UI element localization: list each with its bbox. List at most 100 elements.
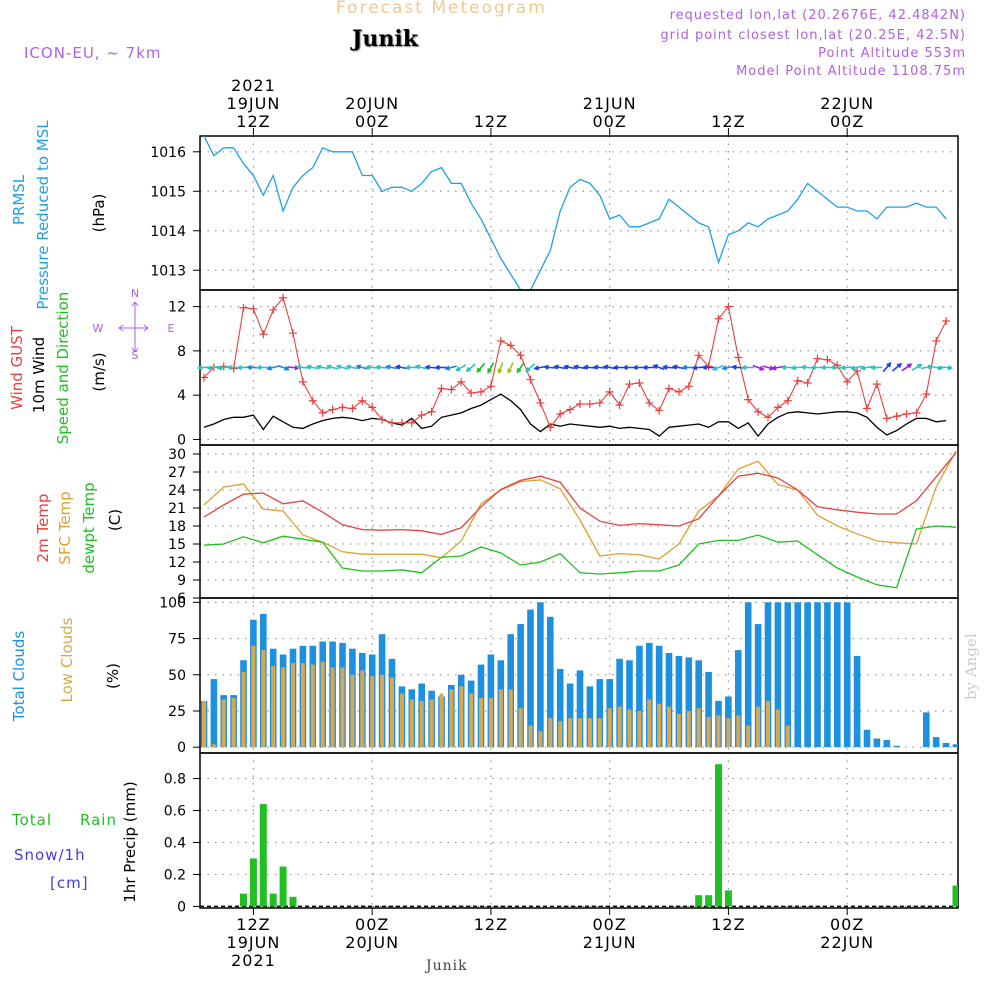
precip-axis-labels: Total Rain Snow/1h [cm] 1hr Precip (mm) [11, 781, 139, 902]
y-tick-label: 0.2 [164, 867, 186, 883]
wind-direction-arrow [681, 364, 695, 371]
bottom-time-label: 12Z [236, 915, 270, 934]
temp-label-sfc: SFC Temp [56, 491, 74, 564]
meteogram-title: Forecast Meteogram [336, 0, 547, 18]
low-cloud-bar [736, 715, 741, 748]
gust-marker [249, 304, 258, 313]
wind-unit-label: (m/s) [90, 352, 108, 391]
gust-marker [655, 406, 664, 415]
y-tick-label: 4 [177, 388, 186, 404]
compass-n: N [131, 287, 139, 300]
wind-direction-arrow [374, 364, 388, 370]
total-cloud-bar [843, 602, 851, 748]
wind-direction-arrow [563, 364, 576, 370]
low-cloud-bar [627, 709, 632, 748]
low-cloud-bar [399, 693, 404, 748]
wind-direction-arrow [455, 364, 467, 372]
wind-direction-arrow [661, 364, 675, 370]
bottom-time-label: 00Z [355, 915, 389, 934]
total-cloud-bar [764, 602, 772, 748]
wind-direction-arrow [277, 364, 290, 371]
wind-direction-arrow [671, 364, 685, 370]
gust-marker [279, 293, 288, 302]
y-tick-label: 12 [168, 555, 186, 571]
footer-station-name: Junik [426, 958, 468, 974]
total-cloud-bar [804, 602, 811, 748]
low-cloud-bar [578, 718, 582, 748]
wind-direction-arrow [516, 362, 525, 374]
wind-direction-arrow [335, 364, 349, 370]
point-altitude: Point Altitude 553m [818, 46, 966, 61]
gust-marker [932, 336, 941, 345]
pressure-line [203, 136, 947, 290]
requested-coordinates: requested lon,lat (20.2676E, 42.4842N) [669, 8, 966, 23]
gust-marker [387, 418, 396, 427]
bottom-time-label: 20JUN [345, 933, 399, 952]
wind-label-10m: 10m Wind [30, 337, 48, 413]
total-cloud-bar [754, 624, 762, 748]
rain-bar [279, 866, 287, 907]
gust-marker [754, 407, 763, 416]
panel-temperature: 6 9 12 15 18 21 24 27 30 2m Temp SFC Temp dewpt Tem… [34, 444, 959, 607]
gust-marker [328, 405, 337, 414]
y-tick-label: 100 [159, 595, 186, 611]
wind-direction-arrow [859, 365, 873, 371]
wind-direction-arrow [930, 365, 944, 371]
y-tick-label: 75 [168, 632, 186, 648]
low-cloud-bar [291, 663, 295, 748]
top-time-label: 22JUN [820, 94, 874, 113]
y-tick-label: 30 [168, 447, 186, 463]
low-cloud-bar [548, 718, 553, 748]
low-cloud-bar [231, 698, 236, 748]
temperature-axis-labels: 2m Temp SFC Temp dewpt Temp (C) [34, 482, 124, 573]
wind-speed-line [203, 393, 947, 438]
bottom-time-label: 22JUN [820, 933, 874, 952]
total-cloud-bar [744, 602, 752, 748]
wind-direction-arrow [711, 364, 724, 371]
low-cloud-bar [251, 645, 256, 748]
low-cloud-bar [647, 699, 652, 748]
precip-unit-label: 1hr Precip (mm) [121, 781, 139, 902]
gust-marker [773, 403, 782, 412]
wind-direction-arrow [256, 364, 269, 371]
rain-bar [695, 895, 703, 907]
wind-direction-arrow [701, 364, 715, 371]
low-cloud-bar [429, 699, 434, 748]
top-time-label: 21JUN [583, 94, 637, 113]
bottom-time-label: 00Z [830, 915, 864, 934]
low-cloud-bar [617, 706, 622, 748]
low-cloud-bar [488, 698, 493, 748]
model-label: ICON-EU, ~ 7km [24, 44, 162, 62]
low-cloud-bar [330, 667, 335, 748]
total-cloud-bar [873, 738, 881, 748]
wind-direction-arrow [592, 364, 606, 370]
low-cloud-bar [528, 725, 533, 748]
wind-direction-arrow [524, 363, 536, 373]
y-tick-label: 24 [168, 483, 186, 499]
total-cloud-bar [596, 679, 604, 748]
wind-direction-arrow [642, 364, 655, 371]
low-cloud-bar [281, 667, 286, 748]
low-cloud-bar [756, 706, 761, 748]
low-cloud-bar [459, 686, 464, 748]
total-cloud-bar [665, 653, 673, 748]
top-time-label: 00Z [355, 112, 389, 131]
low-cloud-bar [785, 725, 790, 748]
low-cloud-bar [716, 715, 721, 748]
low-cloud-bar [202, 700, 206, 748]
cloud-label-total: Total Clouds [10, 631, 28, 723]
low-cloud-bar [538, 731, 543, 748]
gust-marker [486, 382, 495, 391]
gust-marker [239, 303, 248, 312]
y-tick-label: 0.4 [164, 835, 186, 851]
top-time-label: 12Z [236, 112, 270, 131]
wind-direction-arrow [652, 364, 665, 371]
bottom-time-label: 12Z [474, 915, 508, 934]
gust-marker [813, 354, 822, 363]
total-cloud-bar [576, 670, 584, 748]
gust-marker [526, 375, 535, 384]
low-cloud-bar [320, 661, 325, 748]
wind-direction-arrow [365, 364, 378, 370]
low-cloud-bar [568, 718, 573, 748]
total-cloud-bar [537, 602, 544, 748]
